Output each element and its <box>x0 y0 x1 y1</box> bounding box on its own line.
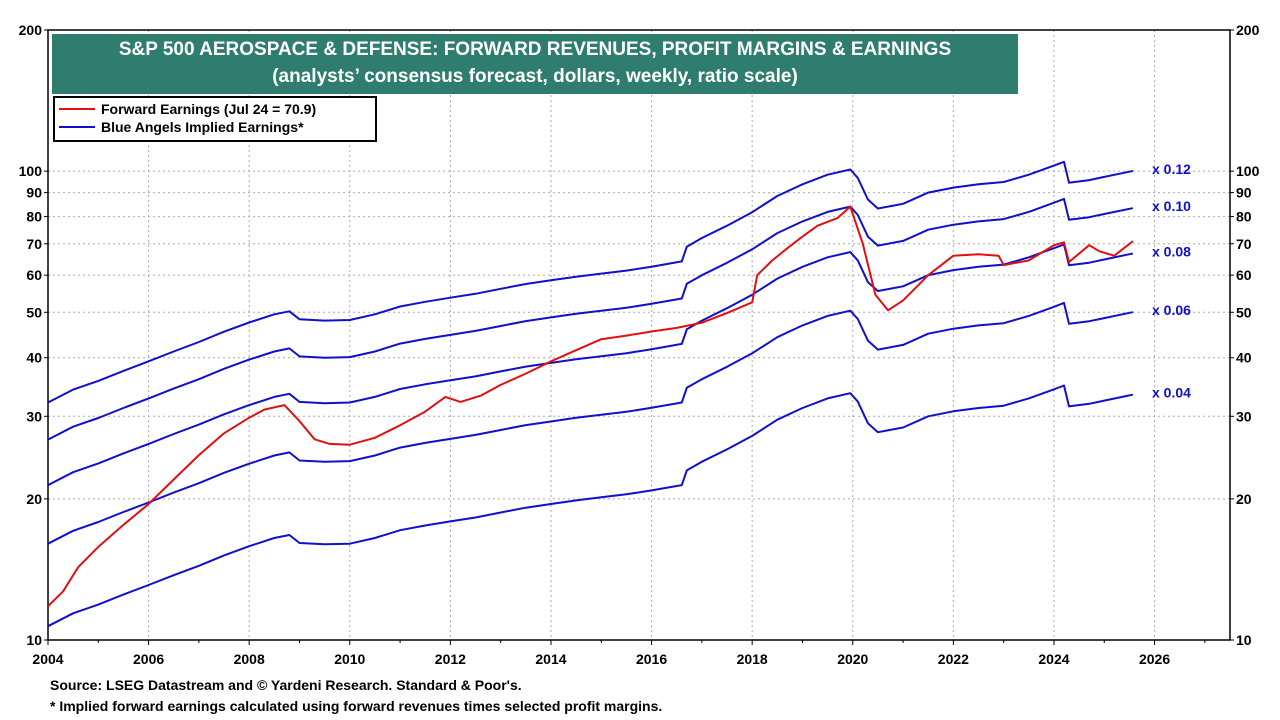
legend-label-forward-earnings: Forward Earnings (Jul 24 = 70.9) <box>101 101 317 117</box>
y-tick-label-left: 20 <box>26 491 42 507</box>
legend-swatch-red <box>59 108 95 110</box>
x-tick-label: 2014 <box>535 651 566 667</box>
x-tick-label: 2010 <box>334 651 365 667</box>
y-tick-label-right: 60 <box>1236 267 1252 283</box>
source-note: Source: LSEG Datastream and © Yardeni Re… <box>50 677 522 693</box>
chart-title-line2: (analysts’ consensus forecast, dollars, … <box>272 66 798 87</box>
x-tick-label: 2008 <box>234 651 265 667</box>
x-axis: 2004 2006 2008 2010 2012 2014 2016 2018 2020 2022… <box>32 640 1206 667</box>
series-line-implied-004 <box>47 384 1134 628</box>
x-tick-label: 2024 <box>1038 651 1069 667</box>
series-line-implied-012 <box>47 160 1134 404</box>
x-tick-label: 2026 <box>1139 651 1170 667</box>
series-line-forward-earnings <box>47 205 1134 608</box>
y-tick-label-right: 200 <box>1236 22 1260 38</box>
y-tick-label-left: 90 <box>26 185 42 201</box>
multiplier-label: x 0.06 <box>1152 302 1191 318</box>
legend: Forward Earnings (Jul 24 = 70.9) Blue An… <box>53 96 377 142</box>
x-tick-label: 2016 <box>636 651 667 667</box>
x-tick-label: 2004 <box>32 651 63 667</box>
chart-title-line1: S&P 500 AEROSPACE & DEFENSE: FORWARD REV… <box>118 39 952 60</box>
x-tick-label: 2020 <box>837 651 868 667</box>
footnote: * Implied forward earnings calculated us… <box>50 698 663 714</box>
y-tick-label-left: 70 <box>26 236 42 252</box>
y-tick-label-left: 60 <box>26 267 42 283</box>
y-tick-label-left: 30 <box>26 408 42 424</box>
y-tick-label-left: 10 <box>26 632 42 648</box>
y-tick-label-left: 80 <box>26 209 42 225</box>
multiplier-label: x 0.10 <box>1152 198 1191 214</box>
y-tick-label-right: 90 <box>1236 185 1252 201</box>
x-tick-label: 2006 <box>133 651 164 667</box>
y-tick-label-right: 20 <box>1236 491 1252 507</box>
y-tick-label-right: 70 <box>1236 236 1252 252</box>
legend-item-forward-earnings: Forward Earnings (Jul 24 = 70.9) <box>59 100 316 118</box>
x-tick-label: 2022 <box>938 651 969 667</box>
y-tick-label-right: 30 <box>1236 408 1252 424</box>
x-tick-label: 2018 <box>737 651 768 667</box>
y-tick-label-right: 40 <box>1236 350 1252 366</box>
y-tick-label-left: 200 <box>19 22 43 38</box>
multiplier-label: x 0.04 <box>1152 385 1191 401</box>
series-line-implied-008 <box>47 243 1134 486</box>
grid <box>48 30 1230 640</box>
multiplier-label: x 0.12 <box>1152 161 1191 177</box>
legend-item-implied-earnings: Blue Angels Implied Earnings* <box>59 118 304 136</box>
x-tick-label: 2012 <box>435 651 466 667</box>
series <box>47 160 1134 628</box>
multiplier-labels: x 0.12 x 0.10 x 0.08 x 0.06 x 0.04 <box>1152 161 1191 401</box>
y-tick-label-right: 80 <box>1236 209 1252 225</box>
y-tick-label-left: 50 <box>26 304 42 320</box>
chart-title: S&P 500 AEROSPACE & DEFENSE: FORWARD REV… <box>52 34 1018 94</box>
plot-frame <box>47 29 1231 641</box>
legend-label-implied-earnings: Blue Angels Implied Earnings* <box>101 119 304 135</box>
y-axis-right: 10 20 30 40 50 60 70 80 90 100 200 <box>1230 22 1260 648</box>
y-tick-label-right: 10 <box>1236 632 1252 648</box>
multiplier-label: x 0.08 <box>1152 244 1191 260</box>
series-line-implied-006 <box>47 301 1134 545</box>
legend-swatch-blue <box>59 126 95 128</box>
y-tick-label-left: 40 <box>26 350 42 366</box>
y-tick-label-right: 50 <box>1236 304 1252 320</box>
y-tick-label-left: 100 <box>19 163 43 179</box>
y-tick-label-right: 100 <box>1236 163 1260 179</box>
y-axis-left: 10 20 30 40 50 60 70 80 90 100 200 <box>19 22 48 648</box>
series-line-implied-010 <box>47 197 1134 441</box>
